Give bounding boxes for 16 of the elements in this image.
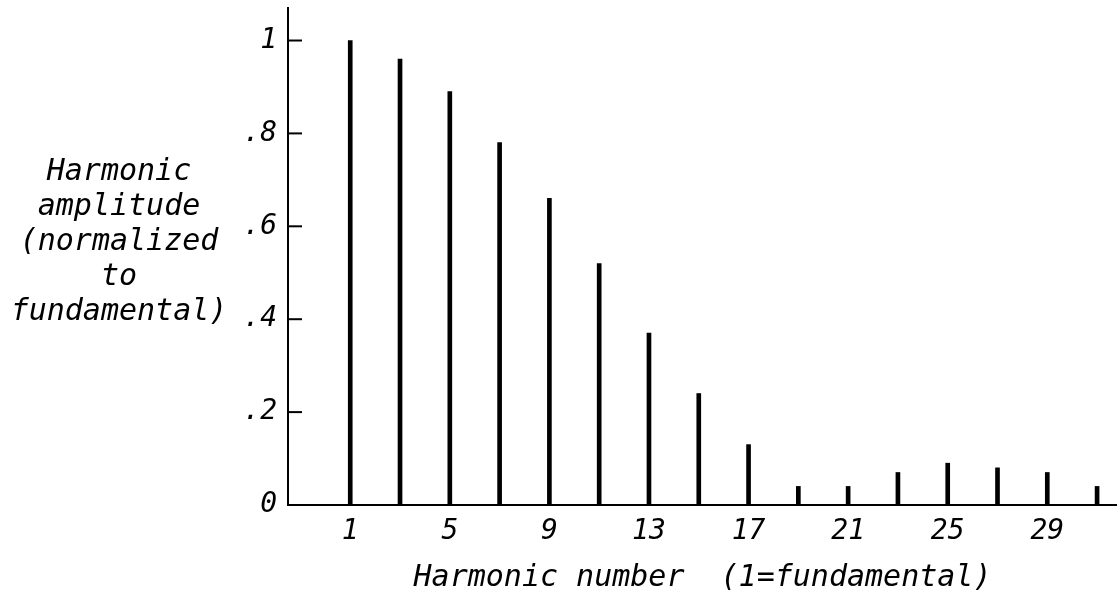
y-tick-label: .6 bbox=[243, 207, 277, 241]
x-tick-label: 21 bbox=[831, 513, 865, 547]
x-axis-title: Harmonic number (1=fundamental) bbox=[412, 557, 992, 593]
x-tick-label: 1 bbox=[341, 513, 359, 547]
y-tick-label: .2 bbox=[243, 393, 277, 427]
x-tick-label: 29 bbox=[1030, 513, 1065, 547]
x-tick-label: 25 bbox=[930, 513, 965, 547]
y-tick-label: 0 bbox=[260, 486, 277, 520]
x-tick-label: 5 bbox=[441, 513, 459, 547]
y-tick-label: .8 bbox=[243, 114, 277, 148]
y-tick-label: 1 bbox=[260, 21, 277, 55]
x-tick-label: 13 bbox=[632, 513, 666, 547]
y-tick-label: .4 bbox=[243, 300, 277, 334]
x-tick-label: 9 bbox=[540, 513, 558, 547]
y-axis-title: Harmonic amplitude (normalized to fundamental) bbox=[9, 152, 229, 327]
x-tick-label: 17 bbox=[731, 513, 766, 547]
